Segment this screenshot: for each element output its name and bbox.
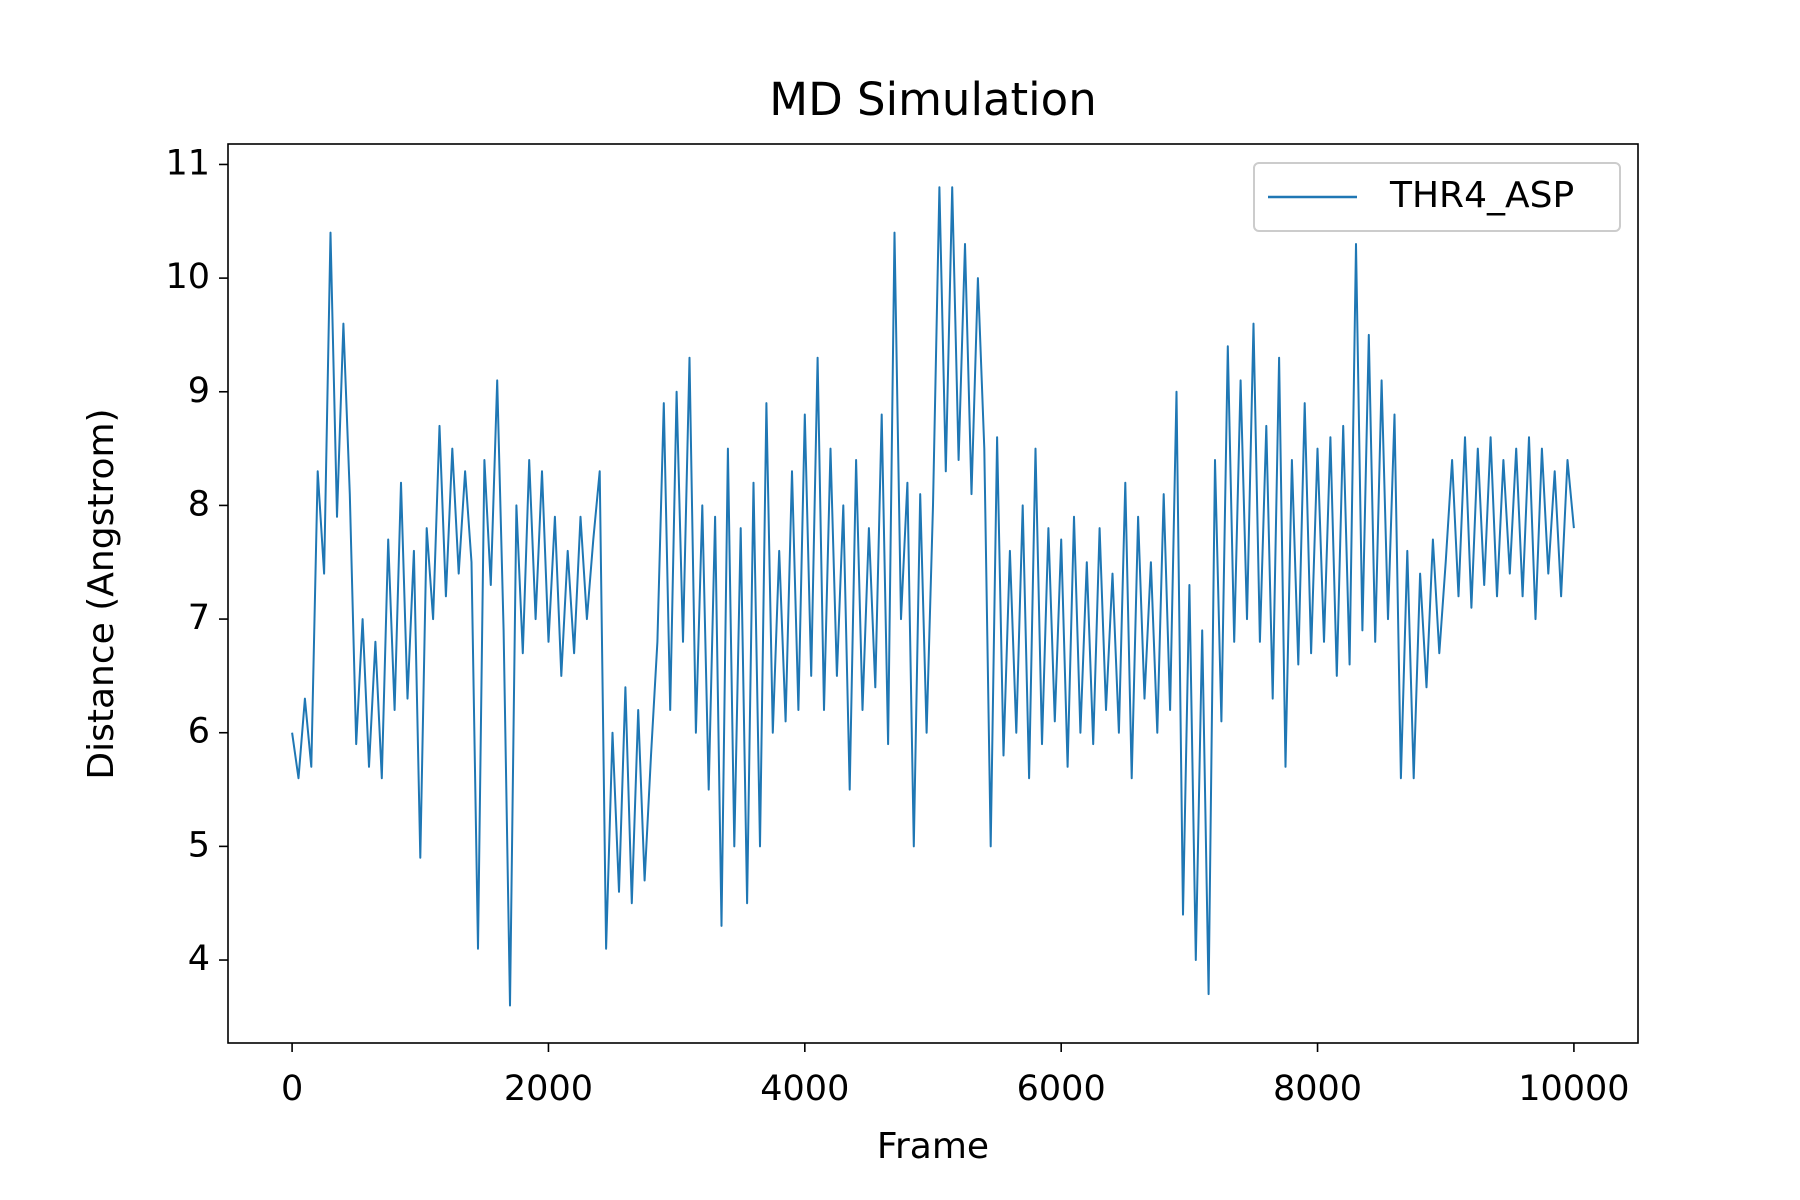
x-tick-label: 6000 — [1017, 1069, 1106, 1109]
legend-label: THR4_ASP — [1389, 175, 1574, 216]
plot-frame — [227, 143, 1639, 1044]
x-tick-label: 10000 — [1518, 1069, 1629, 1109]
x-tick-label: 0 — [281, 1069, 303, 1109]
y-axis-label: Distance (Angstrom) — [81, 408, 122, 779]
y-tick-label: 11 — [165, 143, 210, 183]
x-tick-label: 2000 — [504, 1069, 593, 1109]
y-tick-label: 5 — [188, 825, 210, 865]
chart-title: MD Simulation — [769, 73, 1096, 126]
data-line — [291, 186, 1575, 1007]
y-tick-label: 6 — [188, 712, 210, 752]
x-tick-label: 8000 — [1273, 1069, 1362, 1109]
y-tick-label: 7 — [188, 598, 210, 638]
y-tick-label: 4 — [188, 939, 210, 979]
legend-box — [1253, 162, 1621, 232]
legend: THR4_ASP — [1253, 162, 1621, 232]
y-tick-label: 9 — [188, 371, 210, 411]
x-tick-label: 4000 — [760, 1069, 849, 1109]
y-tick-label: 10 — [165, 257, 210, 297]
y-tick-label: 8 — [188, 484, 210, 524]
x-axis-label: Frame — [877, 1126, 989, 1167]
